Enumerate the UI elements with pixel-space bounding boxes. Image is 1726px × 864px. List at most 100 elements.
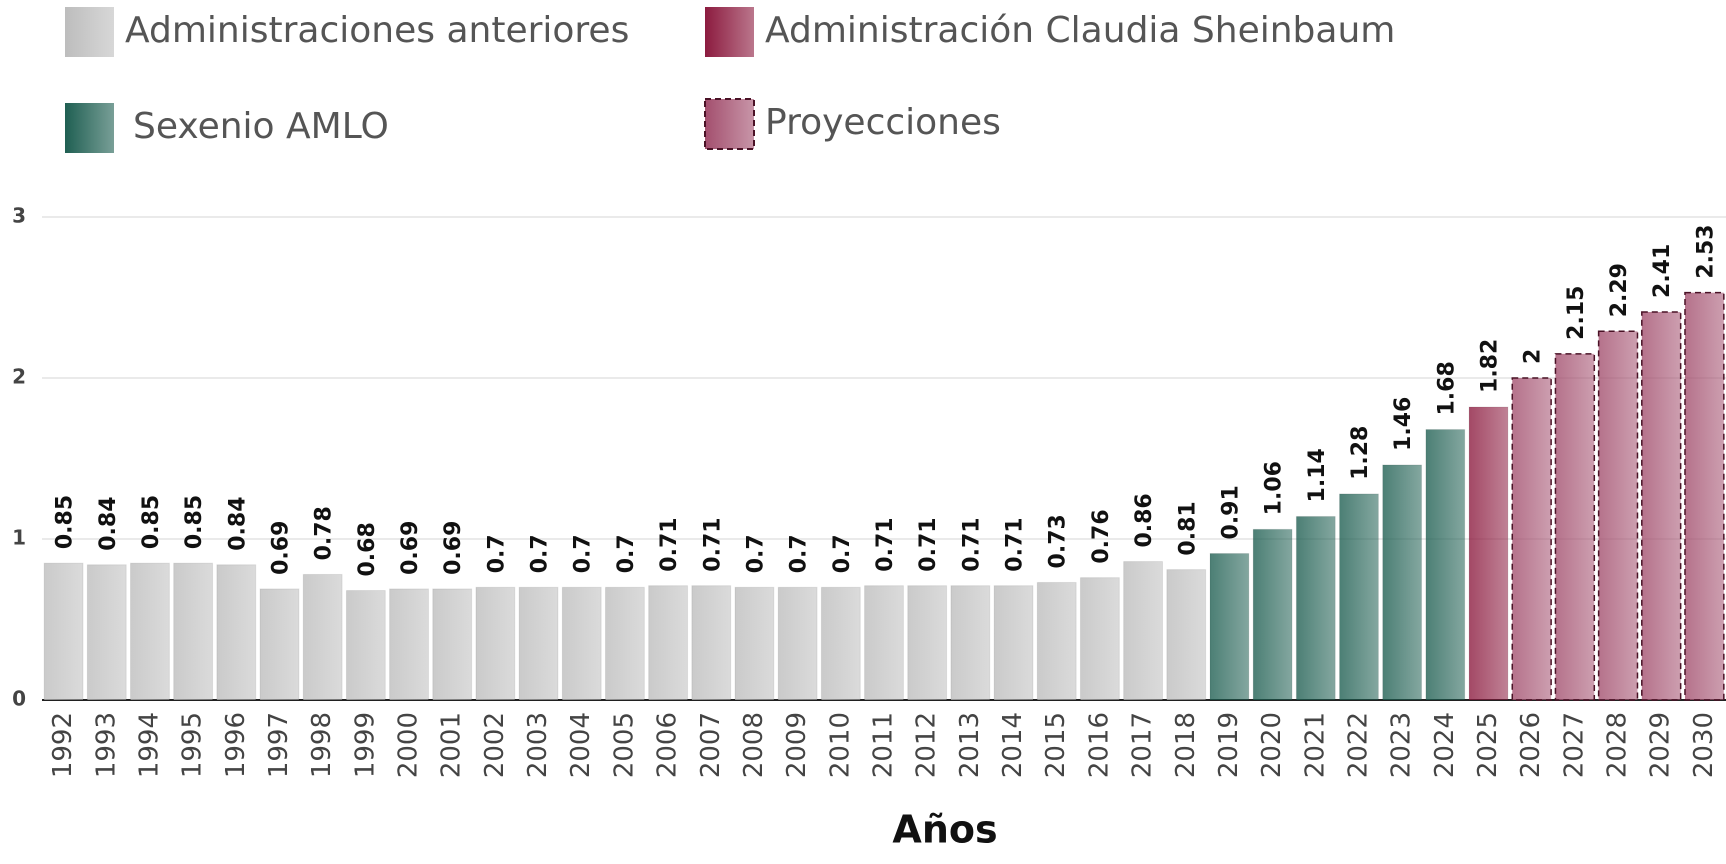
x-tick-label: 2012 bbox=[912, 712, 942, 778]
x-tick-label: 2016 bbox=[1084, 712, 1114, 778]
legend-label: Administración Claudia Sheinbaum bbox=[765, 10, 1395, 51]
x-tick-label: 2028 bbox=[1603, 712, 1633, 778]
x-tick-label: 2010 bbox=[825, 712, 855, 778]
data-label: 0.7 bbox=[787, 534, 812, 573]
bar bbox=[993, 585, 1034, 701]
bar bbox=[864, 585, 904, 701]
data-label: 0.84 bbox=[96, 496, 121, 550]
bar bbox=[561, 586, 602, 701]
y-tick-label: 0 bbox=[12, 687, 26, 711]
data-label: 0.7 bbox=[528, 534, 553, 573]
data-label: 0.71 bbox=[1003, 517, 1028, 571]
data-label: 0.71 bbox=[657, 517, 682, 571]
data-label: 0.7 bbox=[743, 534, 768, 573]
x-tick-label: 2017 bbox=[1128, 712, 1158, 778]
bar bbox=[734, 586, 775, 701]
data-label: 2 bbox=[1521, 349, 1546, 364]
data-label: 0.7 bbox=[571, 534, 596, 573]
x-tick-label: 1993 bbox=[91, 712, 121, 778]
data-label: 2.15 bbox=[1564, 286, 1589, 340]
x-axis-label: Años bbox=[892, 808, 997, 852]
data-label: 0.71 bbox=[916, 517, 941, 571]
x-tick-label: 2009 bbox=[782, 712, 812, 778]
x-tick-label: 2000 bbox=[394, 712, 424, 778]
bar bbox=[604, 586, 645, 701]
bar bbox=[432, 588, 473, 701]
bar bbox=[950, 585, 991, 701]
bar bbox=[518, 586, 559, 701]
x-tick-label: 2004 bbox=[566, 712, 596, 778]
x-tick-label: 2026 bbox=[1516, 712, 1546, 778]
x-tick-label: 2006 bbox=[653, 712, 683, 778]
x-tick-label: 2020 bbox=[1257, 712, 1287, 778]
legend-label: Administraciones anteriores bbox=[125, 10, 629, 51]
data-label: 1.14 bbox=[1305, 448, 1330, 502]
data-label: 0.81 bbox=[1175, 501, 1200, 555]
data-label: 1.46 bbox=[1391, 397, 1416, 451]
bar bbox=[1166, 569, 1207, 701]
x-tick-label: 1994 bbox=[134, 712, 164, 778]
data-label: 2.41 bbox=[1650, 244, 1675, 298]
data-label: 0.85 bbox=[53, 495, 78, 549]
bar bbox=[1252, 528, 1293, 701]
data-label: 1.82 bbox=[1478, 339, 1503, 393]
legend-label: Sexenio AMLO bbox=[133, 106, 389, 147]
data-label: 0.76 bbox=[1089, 509, 1114, 563]
bar bbox=[1597, 330, 1639, 701]
bar bbox=[173, 562, 214, 701]
x-tick-label: 2023 bbox=[1387, 712, 1417, 778]
bar bbox=[1295, 515, 1336, 701]
bar bbox=[475, 586, 516, 701]
legend-swatch bbox=[705, 7, 754, 57]
bar bbox=[1641, 311, 1682, 701]
data-label: 1.28 bbox=[1348, 426, 1373, 480]
bar bbox=[130, 562, 170, 701]
x-tick-label: 2007 bbox=[696, 712, 726, 778]
data-label: 2.53 bbox=[1693, 224, 1718, 278]
x-tick-label: 2005 bbox=[609, 712, 639, 778]
data-label: 0.78 bbox=[312, 506, 337, 560]
bar bbox=[691, 585, 732, 701]
x-tick-label: 2008 bbox=[739, 712, 769, 778]
bar bbox=[907, 585, 948, 701]
x-tick-label: 1998 bbox=[307, 712, 337, 778]
bar bbox=[1339, 493, 1379, 701]
y-tick-label: 3 bbox=[12, 204, 26, 228]
bar bbox=[1554, 353, 1596, 701]
x-tick-label: 2029 bbox=[1646, 712, 1676, 778]
x-tick-label: 2025 bbox=[1473, 712, 1503, 778]
data-label: 1.68 bbox=[1434, 361, 1459, 415]
data-label: 1.06 bbox=[1262, 461, 1287, 515]
data-label: 0.71 bbox=[959, 517, 984, 571]
bar bbox=[1123, 561, 1164, 701]
x-tick-label: 2019 bbox=[1214, 712, 1244, 778]
bar bbox=[302, 573, 343, 701]
data-label: 0.73 bbox=[1046, 514, 1071, 568]
x-tick-label: 2030 bbox=[1689, 712, 1719, 778]
y-tick-label: 1 bbox=[12, 526, 26, 550]
x-tick-label: 2003 bbox=[523, 712, 553, 778]
bar bbox=[1079, 577, 1120, 701]
legend-label: Proyecciones bbox=[765, 102, 1001, 143]
data-label: 0.84 bbox=[225, 496, 250, 550]
data-label: 0.86 bbox=[1132, 493, 1157, 547]
bar bbox=[86, 564, 127, 701]
bar bbox=[820, 586, 861, 701]
data-label: 0.7 bbox=[484, 534, 509, 573]
bar bbox=[216, 564, 257, 701]
data-label: 0.7 bbox=[614, 534, 639, 573]
legend-swatch bbox=[704, 98, 755, 150]
data-label: 0.7 bbox=[830, 534, 855, 573]
x-tick-label: 1992 bbox=[48, 712, 78, 778]
x-tick-label: 1997 bbox=[264, 712, 294, 778]
bar bbox=[1511, 377, 1552, 701]
bar bbox=[1036, 581, 1077, 701]
x-tick-label: 2002 bbox=[480, 712, 510, 778]
x-tick-label: 2021 bbox=[1300, 712, 1330, 778]
bar bbox=[43, 562, 84, 701]
data-label: 0.69 bbox=[268, 521, 293, 575]
bar bbox=[1425, 429, 1466, 701]
bar bbox=[389, 588, 429, 701]
x-tick-label: 2013 bbox=[955, 712, 985, 778]
